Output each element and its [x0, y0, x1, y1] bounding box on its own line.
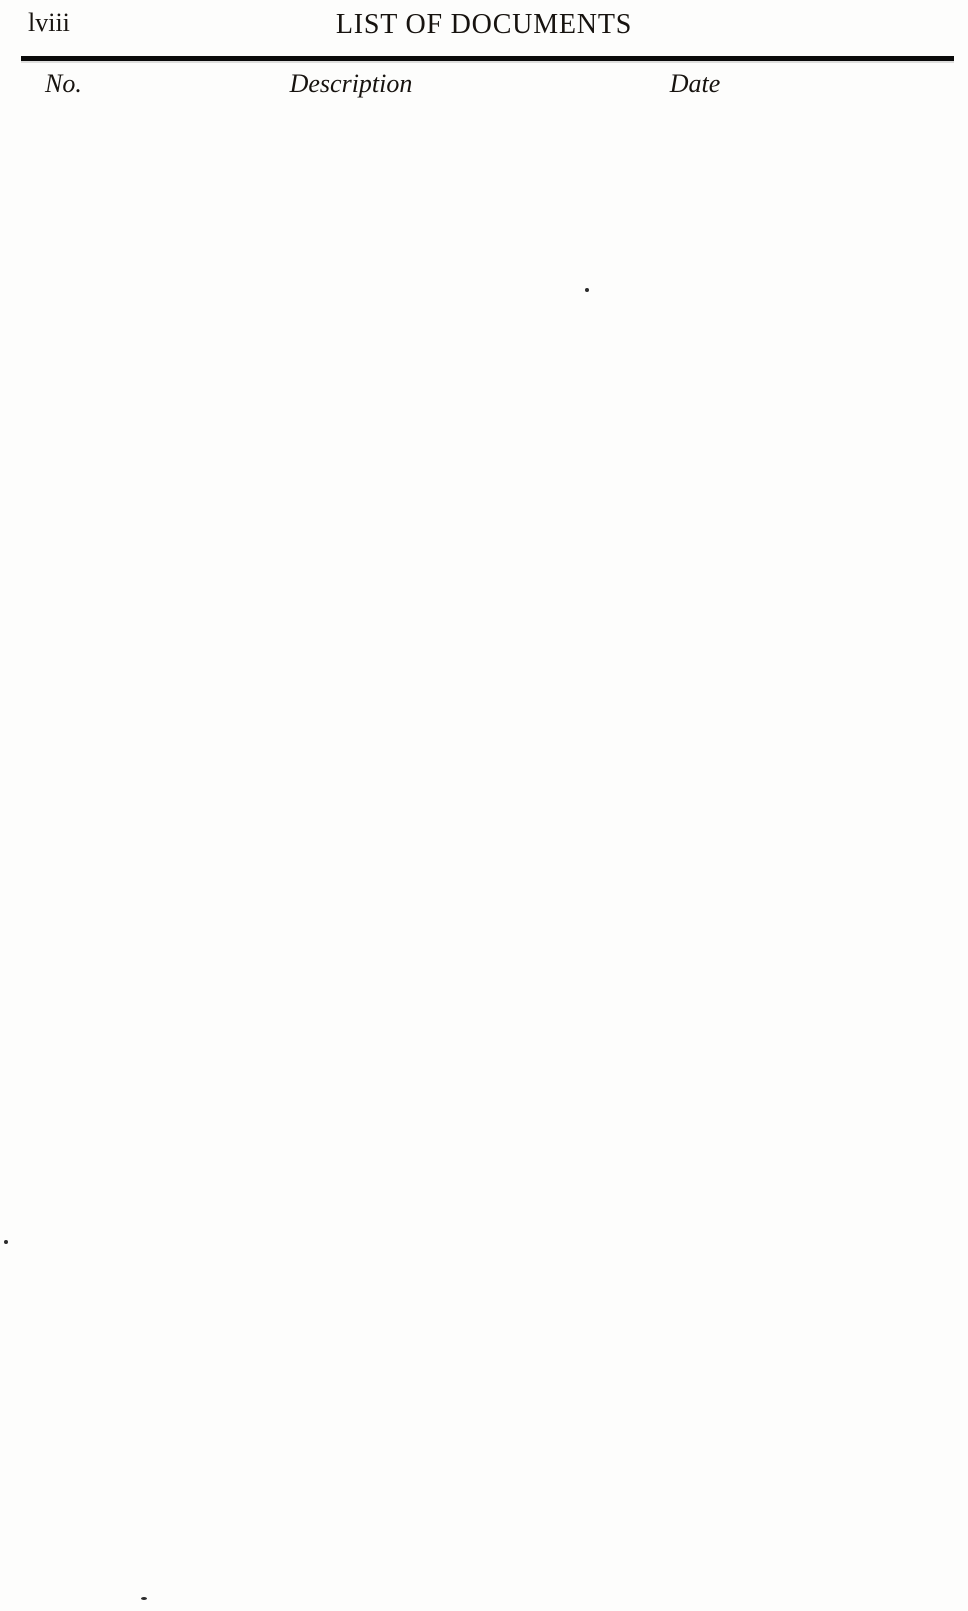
column-header-no: No. — [45, 69, 82, 98]
table-column-headers: No. Description Date Page May 1941 — [0, 69, 968, 1611]
column-header-description: Description — [289, 69, 413, 98]
scan-artifact-dot — [585, 288, 589, 292]
page-folio: lviii — [28, 8, 70, 37]
header-rule — [21, 56, 954, 61]
scan-artifact-dot — [141, 1597, 147, 1600]
column-header-line: No. Description Date Page — [0, 69, 968, 1611]
scan-artifact-dot — [4, 1240, 8, 1244]
page-header: lviii LIST OF DOCUMENTS — [0, 0, 968, 56]
page-title: LIST OF DOCUMENTS — [335, 9, 633, 40]
column-header-date: Date — [669, 69, 721, 98]
column-header-page: Page — [775, 69, 968, 1611]
